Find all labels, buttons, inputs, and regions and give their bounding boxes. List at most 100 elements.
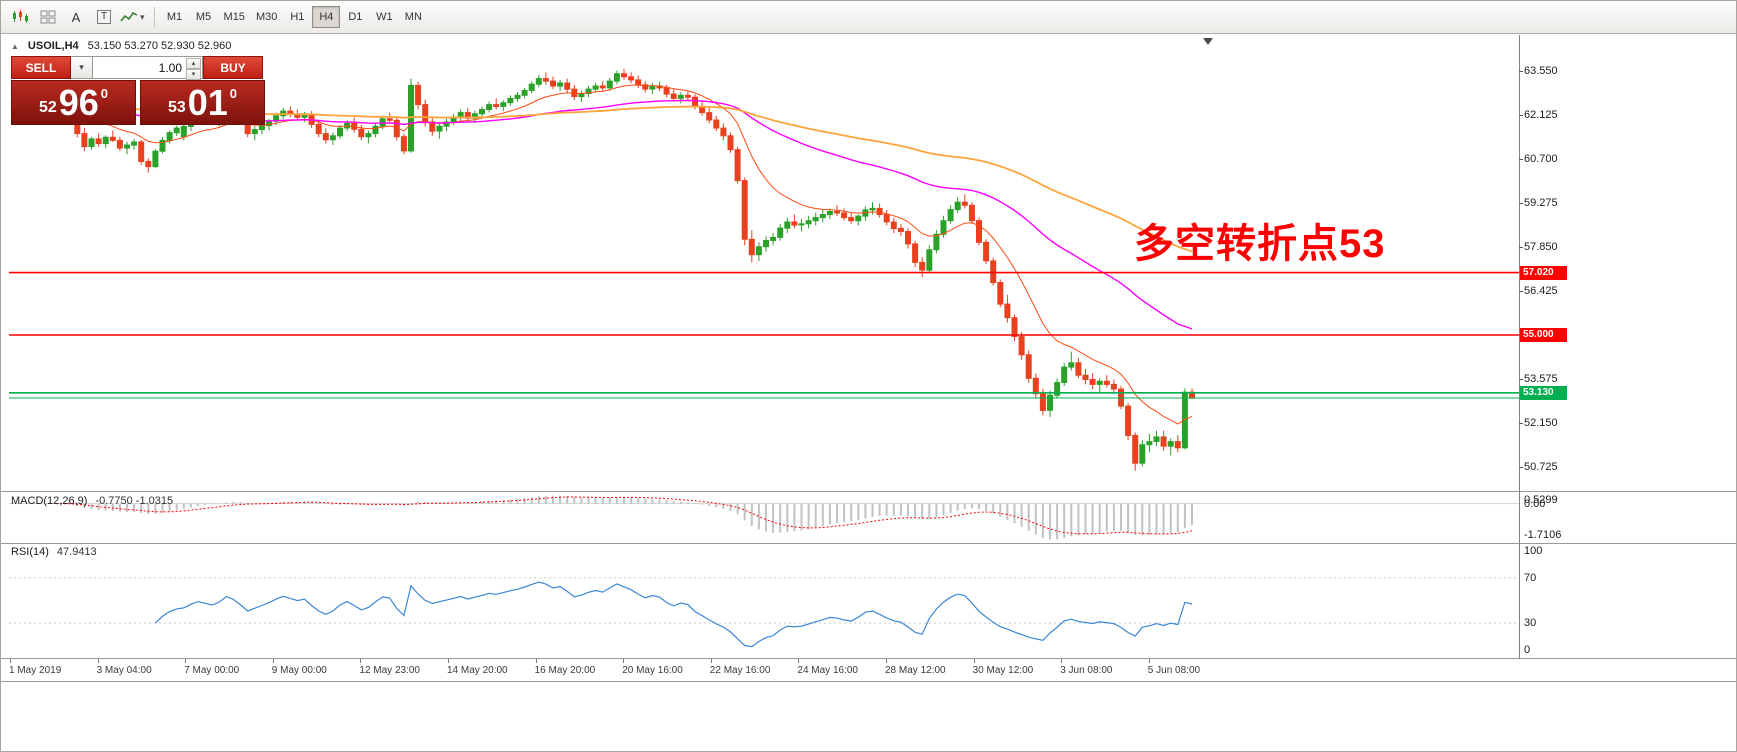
- price-axis-label: 53.575: [1524, 373, 1558, 386]
- price-axis-tick: [1519, 70, 1523, 72]
- price-axis-label: 60.700: [1524, 152, 1558, 165]
- volume-down-icon[interactable]: ▾: [186, 69, 201, 80]
- timeframe-w1[interactable]: W1: [370, 6, 398, 28]
- time-axis-label: 20 May 16:00: [622, 665, 683, 676]
- time-axis[interactable]: 1 May 2019 3 May 04:00 7 May 00:00 9 May 00…: [1, 659, 1736, 681]
- time-axis-label: 14 May 20:00: [447, 665, 508, 676]
- time-axis-label: 5 Jun 08:00: [1147, 665, 1201, 676]
- ask-price-button[interactable]: 53 01 0: [140, 80, 265, 125]
- chart-style-icon[interactable]: [7, 5, 33, 29]
- timeframe-d1[interactable]: D1: [341, 6, 369, 28]
- time-axis-tick: [710, 659, 712, 663]
- chart-annotation: 多空转折点53: [1134, 222, 1386, 266]
- main-chart-canvas[interactable]: [9, 36, 1519, 491]
- timeframe-group: M1 M5 M15 M30 H1 H4 D1 W1 MN: [161, 6, 429, 28]
- time-axis-tick: [360, 659, 362, 663]
- indicators-button[interactable]: ▾: [119, 5, 146, 29]
- price-axis-label: 59.275: [1524, 196, 1558, 209]
- letter-t-icon: T: [96, 10, 112, 24]
- time-axis-label: 22 May 16:00: [709, 665, 771, 676]
- text-tool-button[interactable]: T: [91, 5, 117, 29]
- collapse-panel-icon[interactable]: ▲: [11, 41, 19, 51]
- time-axis-tick: [1061, 659, 1063, 663]
- timeframe-h1[interactable]: H1: [283, 6, 311, 28]
- chart-window: 63.550 62.125 60.700 59.275 57.850 56.425 55.0…: [1, 35, 1736, 682]
- bid-big-figure: 52: [38, 99, 57, 116]
- rsi-canvas[interactable]: [9, 544, 1519, 657]
- price-axis-label: 57.850: [1524, 240, 1558, 253]
- rsi-value: 47.9413: [56, 546, 97, 558]
- trade-prices-row: 52 96 0 53 01 0: [11, 80, 265, 125]
- time-axis-label: 3 May 04:00: [96, 665, 152, 676]
- cursor-tool-button[interactable]: A: [63, 5, 89, 29]
- caret-down-icon: ▾: [79, 62, 84, 72]
- symbol-ohlc: 53.150 53.270 52.930 52.960: [87, 40, 232, 52]
- time-axis-label: 12 May 23:00: [359, 665, 420, 676]
- volume-value[interactable]: 1.00: [158, 60, 182, 75]
- time-axis-label: 3 Jun 08:00: [1060, 665, 1113, 676]
- toolbar-separator: [153, 7, 155, 27]
- timeframe-h4[interactable]: H4: [312, 6, 341, 28]
- time-axis-label: 28 May 12:00: [885, 665, 946, 676]
- volume-up-icon[interactable]: ▴: [186, 58, 201, 69]
- timeframe-m15[interactable]: M15: [219, 6, 250, 28]
- toolbar: A T ▾ M1 M5 M15 M30 H1 H4 D1 W1 MN: [1, 1, 1736, 34]
- price-axis-label: 62.125: [1524, 108, 1558, 121]
- volume-spinner: ▴ ▾: [186, 58, 201, 80]
- trade-controls-row: SELL ▾ 1.00 ▴ ▾ BUY: [11, 56, 265, 80]
- time-axis-tick: [448, 659, 449, 663]
- buy-button[interactable]: BUY: [203, 56, 263, 79]
- rsi-name: RSI(14): [11, 546, 49, 558]
- one-click-trading-panel: SELL ▾ 1.00 ▴ ▾ BUY 52 96 0: [11, 56, 265, 125]
- price-axis-tick: [1519, 246, 1523, 248]
- time-axis-label: 24 May 16:00: [797, 665, 858, 676]
- chart-shift-marker-icon[interactable]: [1203, 38, 1213, 45]
- price-axis-tick: [1519, 158, 1523, 160]
- macd-axis-label: 0.5299: [1524, 494, 1558, 506]
- ask-big-figure: 53: [167, 99, 186, 116]
- price-axis-tick: [1519, 114, 1523, 116]
- price-axis-border: [1519, 35, 1520, 681]
- rsi-axis-label: 0: [1524, 644, 1531, 656]
- timeframe-m5[interactable]: M5: [190, 6, 218, 28]
- candlestick-glyph: [13, 10, 28, 23]
- timeframe-m1[interactable]: M1: [161, 6, 189, 28]
- panel-separator[interactable]: [1, 543, 1736, 544]
- timeframe-mn[interactable]: MN: [399, 6, 427, 28]
- caret-down-icon: ▾: [140, 11, 145, 22]
- time-axis-tick: [1148, 659, 1150, 663]
- time-axis-tick: [10, 659, 11, 663]
- price-axis-tick: [1519, 379, 1523, 381]
- volume-dropdown-button[interactable]: ▾: [71, 56, 93, 79]
- macd-axis-label: 0.00: [1524, 497, 1546, 510]
- grid-glyph: [40, 10, 56, 24]
- macd-name: MACD(12,26,9): [11, 495, 88, 507]
- sell-button[interactable]: SELL: [11, 56, 71, 79]
- time-axis-tick: [97, 659, 99, 663]
- price-axis-tick: [1519, 467, 1523, 469]
- time-axis-label: 1 May 2019: [9, 665, 62, 676]
- indicator-glyph: [120, 12, 138, 22]
- bid-pipette: 0: [100, 86, 109, 101]
- macd-canvas[interactable]: [9, 493, 1519, 542]
- timeframe-m30[interactable]: M30: [251, 6, 282, 28]
- time-axis-tick: [185, 659, 187, 663]
- panel-separator[interactable]: [1, 658, 1736, 659]
- rsi-axis-label: 30: [1524, 617, 1537, 630]
- price-axis-label: 52.150: [1524, 417, 1558, 430]
- time-axis-tick: [535, 659, 537, 663]
- price-axis-label: 56.425: [1524, 284, 1558, 297]
- time-axis-tick: [798, 659, 800, 663]
- ask-pips: 01: [187, 81, 228, 123]
- panel-separator[interactable]: [1, 491, 1736, 492]
- price-axis-label: 63.550: [1524, 64, 1558, 77]
- rsi-axis-label: 70: [1524, 571, 1537, 584]
- volume-field[interactable]: 1.00 ▴ ▾: [93, 56, 203, 80]
- time-axis-label: 7 May 00:00: [184, 665, 240, 676]
- time-axis-tick: [623, 659, 625, 663]
- bid-price-button[interactable]: 52 96 0: [11, 80, 136, 125]
- profiles-grid-icon[interactable]: [35, 5, 61, 29]
- letter-a-icon: A: [71, 9, 81, 25]
- bid-pips: 96: [58, 81, 99, 123]
